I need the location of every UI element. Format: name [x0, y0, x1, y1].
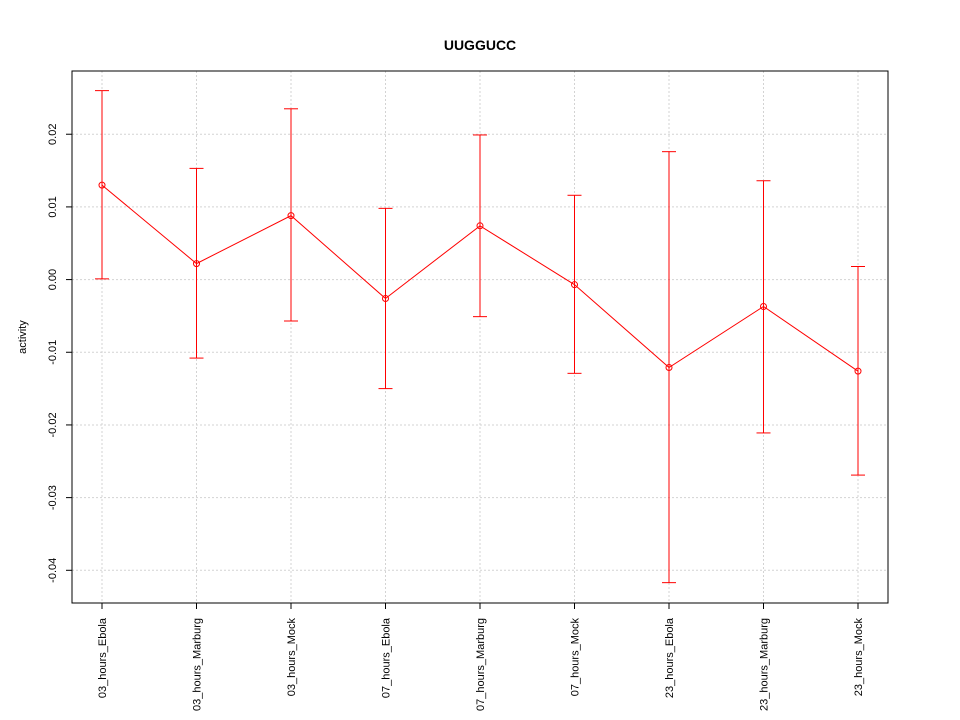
y-axis-label: activity — [17, 320, 29, 354]
x-tick-label: 23_hours_Ebola — [664, 617, 676, 698]
x-tick-label: 07_hours_Marburg — [475, 618, 487, 711]
data-point — [854, 367, 862, 375]
data-point — [571, 281, 578, 289]
y-tick-label: -0.04 — [47, 558, 59, 583]
x-axis: 03_hours_Ebola 03_hours_Marburg 03_hours_M… — [97, 602, 865, 711]
y-tick-label: 0.01 — [47, 196, 59, 217]
x-tick-label: 23_hours_Marburg — [759, 618, 771, 711]
series-activity — [95, 90, 865, 584]
data-point — [287, 212, 295, 220]
y-tick-label: -0.01 — [47, 340, 59, 365]
data-point — [193, 260, 200, 268]
y-tick-label: -0.02 — [47, 412, 59, 437]
data-point — [98, 181, 106, 189]
x-tick-label: 07_hours_Mock — [570, 618, 582, 697]
data-point — [665, 364, 673, 372]
x-tick-label: 03_hours_Ebola — [97, 617, 109, 698]
data-point — [760, 302, 767, 310]
y-axis: 0.02 0.01 0.00 -0.01 -0.02 -0.03 -0.04 — [47, 124, 73, 583]
y-tick-label: -0.03 — [47, 485, 59, 510]
data-point — [382, 294, 389, 302]
data-point — [476, 222, 484, 230]
x-tick-label: 03_hours_Marburg — [192, 618, 204, 711]
y-tick-label: 0.00 — [47, 269, 59, 290]
x-tick-label: 03_hours_Mock — [286, 618, 298, 697]
y-tick-label: 0.02 — [47, 124, 59, 145]
x-tick-label: 23_hours_Mock — [853, 618, 865, 697]
x-tick-label: 07_hours_Ebola — [381, 617, 393, 698]
chart-title: UUGGUCC — [444, 37, 516, 53]
